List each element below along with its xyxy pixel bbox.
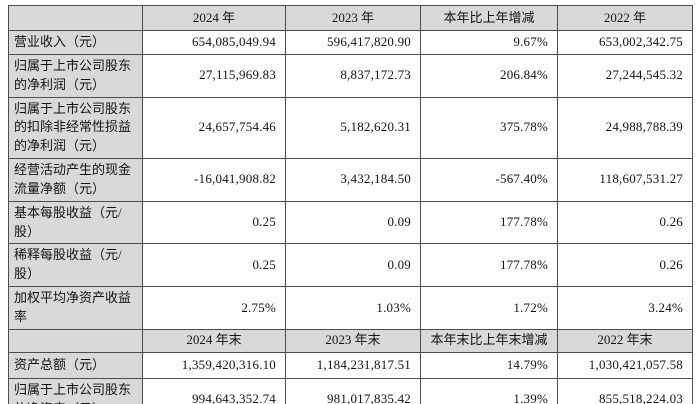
value-cell-2023: 1,184,231,817.51 — [285, 351, 421, 379]
value-cell-2023: 981,017,835.42 — [285, 377, 421, 404]
table-row-net-profit: 归属于上市公司股东的净利润（元） 27,115,969.83 8,837,172… — [8, 53, 693, 98]
value-cell-2022: 27,244,545.32 — [557, 53, 693, 98]
table-row-revenue: 营业收入（元） 654,085,049.94 596,417,820.90 9.… — [8, 30, 693, 55]
metric-label-cell: 经营活动产生的现金流量净额（元） — [8, 158, 143, 202]
header-year-end-change: 本年末比上年末增减 — [420, 328, 558, 353]
metric-label-cell: 稀释每股收益（元/股） — [8, 243, 143, 288]
value-cell-2024: 27,115,969.83 — [142, 53, 286, 98]
value-cell-change: 206.84% — [420, 53, 558, 98]
metric-label-cell: 归属于上市公司股东的扣除非经常性损益的净利润（元） — [8, 96, 143, 160]
value-cell-2022: 0.26 — [557, 243, 693, 288]
table-row-total-assets: 资产总额（元） 1,359,420,316.10 1,184,231,817.5… — [8, 351, 693, 379]
value-cell-2022: 653,002,342.75 — [557, 30, 693, 55]
metric-label-cell: 归属于上市公司股东的净资产（元） — [8, 377, 143, 404]
table-row-basic-eps: 基本每股收益（元/股） 0.25 0.09 177.78% 0.26 — [8, 200, 693, 245]
table-row-weighted-avg-roe: 加权平均净资产收益率 2.75% 1.03% 1.72% 3.24% — [8, 286, 693, 330]
header-year-2022: 2022 年 — [557, 5, 693, 31]
value-cell-2022: 118,607,531.27 — [557, 158, 693, 202]
metric-label-cell: 资产总额（元） — [8, 351, 143, 379]
header-empty-cell — [8, 5, 143, 31]
value-cell-2024: 0.25 — [142, 200, 286, 245]
table-row-net-assets: 归属于上市公司股东的净资产（元） 994,643,352.74 981,017,… — [8, 377, 693, 404]
value-cell-2024: 0.25 — [142, 243, 286, 288]
table-row-operating-cash-flow: 经营活动产生的现金流量净额（元） -16,041,908.82 3,432,18… — [8, 158, 693, 202]
value-cell-2023: 8,837,172.73 — [285, 53, 421, 98]
value-cell-2023: 0.09 — [285, 200, 421, 245]
value-cell-2023: 596,417,820.90 — [285, 30, 421, 55]
metric-label-cell: 归属于上市公司股东的净利润（元） — [8, 53, 143, 98]
metric-label-cell: 营业收入（元） — [8, 30, 143, 55]
value-cell-2024: 994,643,352.74 — [142, 377, 286, 404]
value-cell-2022: 24,988,788.39 — [557, 96, 693, 160]
value-cell-2023: 1.03% — [285, 286, 421, 330]
value-cell-change: -567.40% — [420, 158, 558, 202]
value-cell-2024: 24,657,754.46 — [142, 96, 286, 160]
table-row-diluted-eps: 稀释每股收益（元/股） 0.25 0.09 177.78% 0.26 — [8, 243, 693, 288]
value-cell-change: 177.78% — [420, 200, 558, 245]
value-cell-2024: -16,041,908.82 — [142, 158, 286, 202]
header-year-end-2024: 2024 年末 — [142, 328, 286, 353]
value-cell-change: 1.72% — [420, 286, 558, 330]
table-header-row-annual: 2024 年 2023 年 本年比上年增减 2022 年 — [8, 5, 693, 31]
metric-label-cell: 基本每股收益（元/股） — [8, 200, 143, 245]
value-cell-2024: 654,085,049.94 — [142, 30, 286, 55]
value-cell-2022: 0.26 — [557, 200, 693, 245]
value-cell-2023: 5,182,620.31 — [285, 96, 421, 160]
value-cell-change: 14.79% — [420, 351, 558, 379]
header-year-end-2022: 2022 年末 — [557, 328, 693, 353]
table-header-row-year-end: 2024 年末 2023 年末 本年末比上年末增减 2022 年末 — [8, 328, 693, 353]
value-cell-2023: 0.09 — [285, 243, 421, 288]
financial-summary-table: 2024 年 2023 年 本年比上年增减 2022 年 营业收入（元） 654… — [8, 5, 693, 404]
value-cell-change: 375.78% — [420, 96, 558, 160]
value-cell-2023: 3,432,184.50 — [285, 158, 421, 202]
value-cell-2024: 1,359,420,316.10 — [142, 351, 286, 379]
value-cell-2022: 3.24% — [557, 286, 693, 330]
header-empty-cell — [8, 328, 143, 353]
value-cell-change: 1.39% — [420, 377, 558, 404]
header-year-2024: 2024 年 — [142, 5, 286, 31]
header-year-2023: 2023 年 — [285, 5, 421, 31]
metric-label-cell: 加权平均净资产收益率 — [8, 286, 143, 330]
value-cell-2022: 855,518,224.03 — [557, 377, 693, 404]
header-year-end-2023: 2023 年末 — [285, 328, 421, 353]
table-row-deducted-net-profit: 归属于上市公司股东的扣除非经常性损益的净利润（元） 24,657,754.46 … — [8, 96, 693, 160]
value-cell-change: 177.78% — [420, 243, 558, 288]
value-cell-change: 9.67% — [420, 30, 558, 55]
value-cell-2024: 2.75% — [142, 286, 286, 330]
value-cell-2022: 1,030,421,057.58 — [557, 351, 693, 379]
header-yoy-change: 本年比上年增减 — [420, 5, 558, 31]
